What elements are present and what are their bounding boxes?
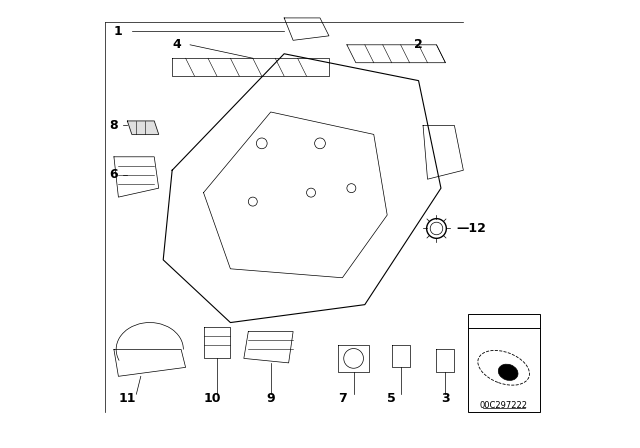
Ellipse shape xyxy=(478,350,529,385)
FancyBboxPatch shape xyxy=(468,314,540,412)
Text: 3: 3 xyxy=(441,392,450,405)
Text: 00C297222: 00C297222 xyxy=(480,401,527,410)
Text: 9: 9 xyxy=(266,392,275,405)
Text: 5: 5 xyxy=(387,392,396,405)
Text: 10: 10 xyxy=(204,392,221,405)
Text: 4: 4 xyxy=(172,38,181,52)
Text: 7: 7 xyxy=(338,392,347,405)
Text: 11: 11 xyxy=(118,392,136,405)
Text: —12: —12 xyxy=(457,222,486,235)
Text: 2: 2 xyxy=(414,38,423,52)
Text: 6: 6 xyxy=(109,168,118,181)
Text: 8: 8 xyxy=(109,119,118,132)
Text: 1: 1 xyxy=(114,25,123,38)
Polygon shape xyxy=(127,121,159,134)
Ellipse shape xyxy=(499,364,518,380)
